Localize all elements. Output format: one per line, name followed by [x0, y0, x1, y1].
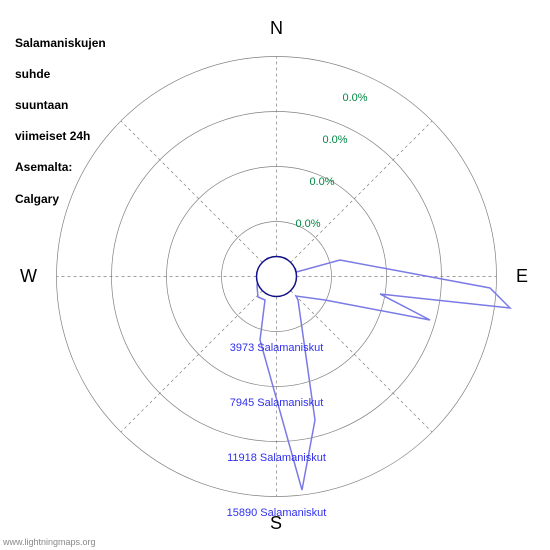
percent-label: 0.0%	[322, 134, 347, 146]
title-line4: viimeiset 24h	[15, 129, 90, 143]
count-label: 15890 Salamaniskut	[227, 507, 327, 519]
count-label: 7945 Salamaniskut	[230, 397, 324, 409]
title-line6: Calgary	[15, 192, 59, 206]
percent-label: 0.0%	[342, 92, 367, 104]
center-hub	[257, 257, 297, 297]
cardinal-e: E	[516, 266, 528, 287]
cardinal-w: W	[20, 266, 37, 287]
grid-spoke	[121, 121, 262, 262]
title-line2: suhde	[15, 67, 50, 81]
count-label: 3973 Salamaniskut	[230, 342, 324, 354]
chart-title: Salamaniskujen suhde suuntaan viimeiset …	[15, 20, 106, 207]
grid-spoke	[291, 121, 432, 262]
grid-spoke	[121, 291, 262, 432]
title-line5: Asemalta:	[15, 160, 72, 174]
title-line3: suuntaan	[15, 98, 68, 112]
percent-label: 0.0%	[309, 176, 334, 188]
percent-label: 0.0%	[295, 218, 320, 230]
grid-spoke	[291, 291, 432, 432]
title-line1: Salamaniskujen	[15, 36, 106, 50]
cardinal-n: N	[270, 18, 283, 39]
count-label: 11918 Salamaniskut	[227, 452, 326, 464]
attribution: www.lightningmaps.org	[3, 537, 96, 547]
